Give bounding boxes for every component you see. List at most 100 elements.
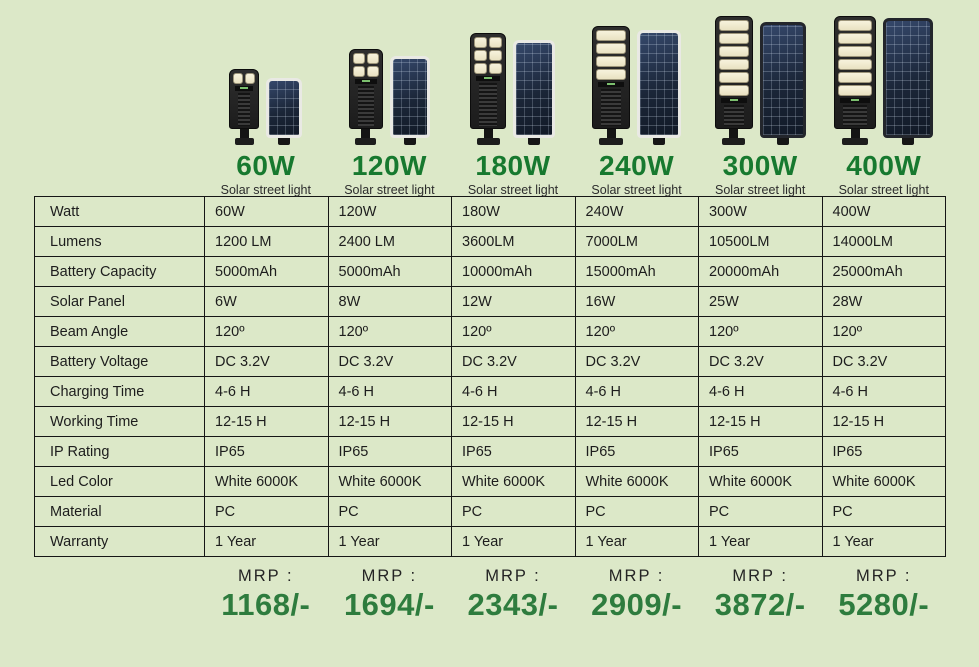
mrp-block: MRP : 1168/- bbox=[204, 567, 328, 620]
spec-cell: 1 Year bbox=[574, 526, 699, 557]
product-image bbox=[714, 8, 806, 145]
spec-cell: White 6000K bbox=[204, 466, 329, 497]
spec-cell: 5000mAh bbox=[204, 256, 329, 287]
led-cell bbox=[838, 71, 873, 83]
led-module bbox=[718, 84, 749, 96]
product-image bbox=[229, 8, 303, 145]
led-module bbox=[352, 52, 379, 64]
spec-cell: 7000LM bbox=[574, 226, 699, 257]
spec-row-label: Charging Time bbox=[34, 376, 205, 407]
solar-panel-mount bbox=[403, 137, 416, 145]
spec-cell: 120º bbox=[821, 316, 946, 347]
led-cell bbox=[596, 29, 627, 41]
mrp-price: 1168/- bbox=[221, 587, 311, 622]
spec-table-body: Watt 60W 120W 180W 240W 300W 400W Lumens 1200 LM… bbox=[34, 196, 946, 557]
watt-label: 400W bbox=[846, 149, 922, 181]
led-cell bbox=[718, 58, 749, 70]
spec-cell: 1200 LM bbox=[204, 226, 329, 257]
mrp-price: 5280/- bbox=[838, 587, 930, 622]
spec-row-label: Working Time bbox=[34, 406, 205, 437]
product-image bbox=[834, 8, 934, 145]
led-cell bbox=[838, 45, 873, 57]
spec-cell: 25W bbox=[698, 286, 823, 317]
table-row: Charging Time 4-6 H 4-6 H 4-6 H 4-6 H 4-6 H 4-… bbox=[34, 376, 946, 407]
spec-cell: White 6000K bbox=[327, 466, 452, 497]
lamp-vents bbox=[601, 88, 622, 126]
spec-cell: 400W bbox=[821, 196, 946, 227]
spec-cell: PC bbox=[821, 496, 946, 527]
led-cell bbox=[352, 65, 365, 77]
led-area bbox=[596, 29, 627, 80]
table-row: Watt 60W 120W 180W 240W 300W 400W bbox=[34, 196, 946, 227]
lamp-display bbox=[354, 78, 377, 84]
mrp-label: MRP : bbox=[361, 567, 418, 585]
spec-cell: 5000mAh bbox=[327, 256, 452, 287]
watt-label: 240W bbox=[599, 149, 675, 181]
street-light-icon bbox=[714, 15, 753, 145]
spec-cell: IP65 bbox=[204, 436, 329, 467]
spec-cell: 1 Year bbox=[451, 526, 576, 557]
led-cell bbox=[718, 19, 749, 31]
mrp-label: MRP : bbox=[855, 567, 912, 585]
spec-cell: 12W bbox=[451, 286, 576, 317]
spec-cell: 28W bbox=[821, 286, 946, 317]
spec-cell: White 6000K bbox=[574, 466, 699, 497]
street-light-icon bbox=[470, 32, 507, 145]
solar-panel-icon bbox=[883, 17, 934, 145]
solar-panel-face bbox=[759, 21, 806, 138]
header-spacer bbox=[34, 8, 204, 196]
product-image bbox=[348, 8, 430, 145]
product-subtitle: Solar street light bbox=[220, 182, 311, 197]
spec-cell: White 6000K bbox=[821, 466, 946, 497]
spec-cell: DC 3.2V bbox=[698, 346, 823, 377]
spec-cell: IP65 bbox=[574, 436, 699, 467]
led-module bbox=[838, 45, 873, 57]
mrp-block: MRP : 1694/- bbox=[328, 567, 452, 620]
spec-row-label: Beam Angle bbox=[34, 316, 205, 347]
spec-cell: 300W bbox=[698, 196, 823, 227]
lamp-head bbox=[834, 15, 877, 129]
solar-panel-icon bbox=[759, 21, 806, 145]
led-module bbox=[838, 58, 873, 70]
solar-panel-face bbox=[513, 39, 556, 138]
led-cell bbox=[596, 68, 627, 80]
spec-cell: 1 Year bbox=[204, 526, 329, 557]
spec-cell: DC 3.2V bbox=[204, 346, 329, 377]
street-light-icon bbox=[834, 15, 877, 145]
lamp-base bbox=[599, 137, 623, 145]
spec-cell: 4-6 H bbox=[204, 376, 329, 407]
spec-cell: DC 3.2V bbox=[821, 346, 946, 377]
led-cell bbox=[838, 19, 873, 31]
lamp-head bbox=[229, 68, 260, 129]
led-module bbox=[718, 32, 749, 44]
led-module bbox=[718, 19, 749, 31]
lamp-neck bbox=[606, 128, 616, 138]
solar-panel-icon bbox=[389, 55, 430, 145]
led-cell bbox=[474, 36, 488, 48]
spec-cell: IP65 bbox=[327, 436, 452, 467]
led-area bbox=[352, 52, 379, 77]
lamp-head bbox=[592, 25, 631, 129]
product-column-60w: 60W Solar street light bbox=[204, 8, 328, 196]
spec-cell: 4-6 H bbox=[698, 376, 823, 407]
lamp-vents bbox=[723, 104, 744, 126]
lamp-display bbox=[476, 75, 501, 81]
led-cell bbox=[233, 72, 244, 84]
led-cell bbox=[838, 32, 873, 44]
mrp-label: MRP : bbox=[732, 567, 788, 585]
watt-label: 300W bbox=[722, 149, 798, 181]
led-cell bbox=[596, 42, 627, 54]
spec-cell: 120W bbox=[327, 196, 452, 227]
indicator-dot-icon bbox=[729, 99, 738, 101]
spec-cell: DC 3.2V bbox=[451, 346, 576, 377]
lamp-display bbox=[840, 97, 871, 103]
lamp-neck bbox=[483, 128, 493, 138]
led-module bbox=[838, 84, 873, 96]
lamp-base bbox=[721, 137, 746, 145]
lamp-neck bbox=[729, 128, 739, 138]
lamp-base bbox=[355, 137, 377, 145]
spec-row-label: Battery Capacity bbox=[34, 256, 205, 287]
spec-cell: PC bbox=[451, 496, 576, 527]
spec-row-label: Lumens bbox=[34, 226, 205, 257]
